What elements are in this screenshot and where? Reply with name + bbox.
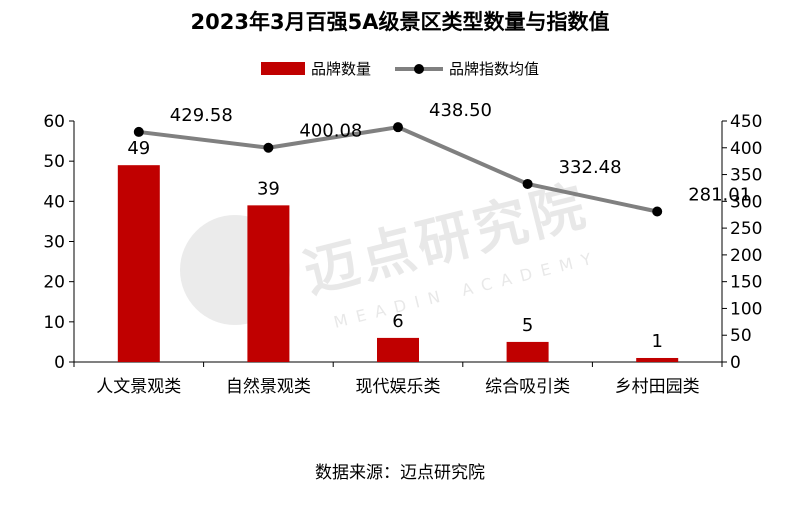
chart-title: 2023年3月百强5A级景区类型数量与指数值 <box>190 10 610 34</box>
bar-data-label: 5 <box>522 315 533 336</box>
y-left-tick-label: 30 <box>43 233 65 253</box>
legend-line-label: 品牌指数均值 <box>449 60 540 78</box>
bar <box>247 205 290 362</box>
line-data-label: 438.50 <box>429 100 492 121</box>
line-point <box>133 126 144 137</box>
legend-bar-swatch <box>260 62 305 75</box>
x-tick-label: 综合吸引类 <box>485 377 570 397</box>
y-left-tick-label: 0 <box>54 353 65 373</box>
y-left-tick-label: 50 <box>43 152 65 172</box>
y-left-tick-label: 10 <box>43 313 65 333</box>
x-tick-label: 现代娱乐类 <box>356 377 441 397</box>
legend-item-line: 品牌指数均值 <box>395 58 539 79</box>
bar-data-label: 39 <box>257 178 280 199</box>
bar-data-label: 49 <box>127 138 150 159</box>
source-note: 数据来源：迈点研究院 <box>315 463 485 483</box>
legend: 品牌数量 品牌指数均值 <box>0 58 800 79</box>
x-tick-label: 乡村田园类 <box>615 377 700 397</box>
y-right-tick-label: 0 <box>730 353 741 373</box>
line-point <box>263 142 274 153</box>
y-right-tick-label: 300 <box>730 192 762 212</box>
y-right-tick-label: 400 <box>730 139 762 159</box>
legend-item-bar: 品牌数量 <box>260 58 371 79</box>
legend-bar-label: 品牌数量 <box>310 60 371 78</box>
line-data-label: 281.01 <box>688 185 751 206</box>
bar <box>117 165 160 362</box>
y-right-tick-label: 100 <box>730 299 762 319</box>
line-point <box>522 178 533 189</box>
bar-data-label: 1 <box>651 331 662 352</box>
bar <box>506 341 549 362</box>
x-tick-label: 自然景观类 <box>226 377 311 397</box>
y-right-tick-label: 150 <box>730 273 762 293</box>
y-right-tick-label: 50 <box>730 326 752 346</box>
y-right-tick-label: 350 <box>730 166 762 186</box>
y-right-tick-label: 200 <box>730 246 762 266</box>
line-data-label: 429.58 <box>170 105 233 126</box>
bar-data-label: 6 <box>392 311 403 332</box>
y-left-tick-label: 60 <box>43 112 65 132</box>
line-point <box>393 122 403 133</box>
line-point <box>652 206 663 217</box>
bar <box>377 337 419 362</box>
y-right-tick-label: 250 <box>730 219 762 239</box>
legend-line-swatch <box>395 62 443 76</box>
y-right-tick-label: 450 <box>730 112 762 132</box>
y-left-tick-label: 20 <box>43 273 65 293</box>
line-data-label: 400.08 <box>299 121 362 142</box>
x-tick-label: 人文景观类 <box>96 377 181 397</box>
y-left-tick-label: 40 <box>43 192 65 212</box>
bar <box>636 357 679 362</box>
line-data-label: 332.48 <box>559 157 622 178</box>
